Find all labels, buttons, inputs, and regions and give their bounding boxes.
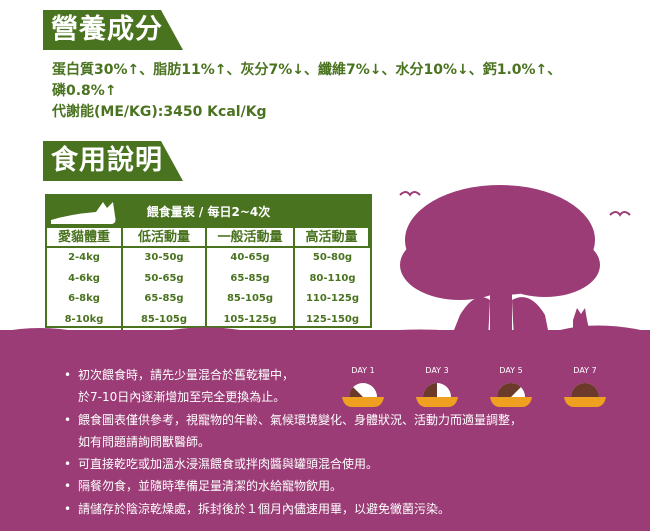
nutrition-facts: 蛋白質30%↑、脂肪11%↑、灰分7%↓、纖維7%↓、水分10%↓、鈣1.0%↑… <box>52 60 632 123</box>
table-cell: 85-105g <box>123 309 207 330</box>
table-cell: 65-85g <box>123 289 207 310</box>
table-cell: 40-65g <box>207 248 295 269</box>
table-cell: 4-6kg <box>47 268 123 289</box>
instruction-item: 餵食圖表僅供參考，視寵物的年齡、氣候環境變化、身體狀況、活動力而適量調整， <box>62 409 642 432</box>
table-cell: 30-50g <box>123 248 207 269</box>
feeding-table-header: 餵食量表 / 每日2~4次 <box>47 196 370 228</box>
table-cell: 85-105g <box>207 289 295 310</box>
nutrition-heading: 營養成分 <box>43 10 183 50</box>
energy-line: 代謝能(ME/KG):3450 Kcal/Kg <box>52 104 267 120</box>
instructions-list: 初次餵食時，請先少量混合於舊乾糧中， 於7-10日內逐漸增加至完全更換為止。 餵… <box>62 364 642 520</box>
instruction-item: 隔餐勿食，並隨時準備足量清潔的水給寵物飲用。 <box>62 475 642 498</box>
instruction-item: 請儲存於陰涼乾燥處，拆封後於１個月內儘速用畢，以避免黴菌污染。 <box>62 498 642 521</box>
tree-illustration <box>399 185 631 340</box>
table-cell: 50-80g <box>312 252 353 263</box>
food-bowl-icon <box>342 383 384 407</box>
table-cell: 65-85g <box>207 268 295 289</box>
column-header: 愛貓體重 <box>47 228 123 248</box>
feeding-table-title: 餵食量表 / 每日2~4次 <box>146 205 271 219</box>
nutrition-line: 蛋白質30%↑、脂肪11%↑、灰分7%↓、纖維7%↓、水分10%↓、鈣1.0%↑… <box>52 62 562 78</box>
table-cell: 8-10kg <box>47 309 123 330</box>
instruction-item: 如有問題請詢問獸醫師。 <box>78 434 211 449</box>
usage-heading: 食用說明 <box>43 141 183 181</box>
table-cell: 2-4kg <box>47 248 123 269</box>
table-cell: 125-150g <box>305 313 360 325</box>
food-bowl-icon <box>490 382 532 407</box>
column-header: 高活動量 <box>295 228 370 248</box>
instruction-item: 於7-10日內逐漸增加至完全更換為止。 <box>78 390 286 405</box>
column-header: 一般活動量 <box>207 228 295 248</box>
feeding-table-grid: 愛貓體重 低活動量 一般活動量 高活動量 2-4kg 30-50g 40-65g 50… <box>47 228 370 330</box>
table-cell: 110-125g <box>305 293 360 304</box>
column-header: 低活動量 <box>123 228 207 248</box>
bird-icon <box>399 191 421 197</box>
nutrition-line: 磷0.8%↑ <box>52 83 117 99</box>
instruction-item: 可直接乾吃或加溫水浸濕餵食或拌肉醬與罐頭混合使用。 <box>62 453 642 476</box>
food-bowl-icon <box>564 383 606 407</box>
cat-silhouette-icon <box>51 202 116 224</box>
instruction-item: 初次餵食時，請先少量混合於舊乾糧中， <box>62 364 642 387</box>
table-cell: 6-8kg <box>47 289 123 310</box>
table-cell: 50-65g <box>123 268 207 289</box>
table-cell: 105-125g <box>207 309 295 330</box>
bird-icon <box>609 211 631 217</box>
table-cell: 80-110g <box>309 272 356 284</box>
feeding-table: 餵食量表 / 每日2~4次 愛貓體重 低活動量 一般活動量 高活動量 2-4kg… <box>45 194 372 330</box>
food-bowl-icon <box>416 383 458 407</box>
